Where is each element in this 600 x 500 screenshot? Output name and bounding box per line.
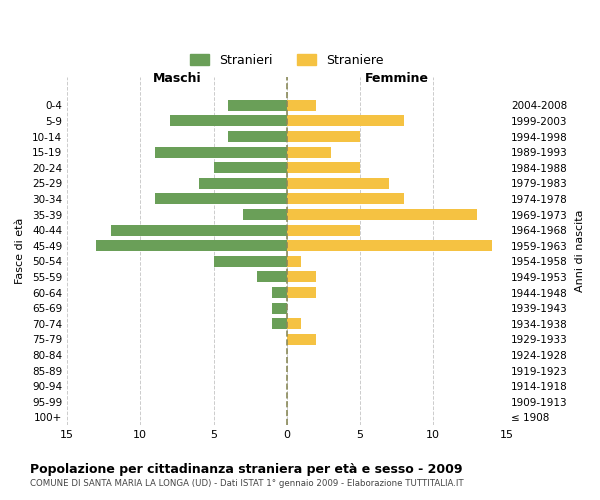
Bar [287,178,389,189]
Bar [287,131,360,142]
Bar [287,116,404,126]
Bar [287,256,301,267]
Bar [214,256,287,267]
Text: COMUNE DI SANTA MARIA LA LONGA (UD) - Dati ISTAT 1° gennaio 2009 - Elaborazione : COMUNE DI SANTA MARIA LA LONGA (UD) - Da… [30,479,464,488]
Bar [228,100,287,111]
Bar [287,287,316,298]
Bar [257,272,287,282]
Bar [287,224,360,235]
Bar [214,162,287,173]
Bar [287,194,404,204]
Bar [287,240,492,251]
Bar [287,318,301,329]
Bar [287,209,477,220]
Legend: Stranieri, Straniere: Stranieri, Straniere [185,48,389,72]
Text: Femmine: Femmine [365,72,428,85]
Y-axis label: Anni di nascita: Anni di nascita [575,210,585,292]
Text: Popolazione per cittadinanza straniera per età e sesso - 2009: Popolazione per cittadinanza straniera p… [30,462,463,475]
Bar [111,224,287,235]
Bar [228,131,287,142]
Bar [97,240,287,251]
Y-axis label: Fasce di età: Fasce di età [15,218,25,284]
Bar [199,178,287,189]
Bar [272,287,287,298]
Bar [155,194,287,204]
Bar [272,302,287,314]
Bar [287,272,316,282]
Bar [287,100,316,111]
Bar [243,209,287,220]
Bar [287,334,316,345]
Text: Maschi: Maschi [152,72,201,85]
Bar [287,146,331,158]
Bar [155,146,287,158]
Bar [170,116,287,126]
Bar [287,162,360,173]
Bar [272,318,287,329]
